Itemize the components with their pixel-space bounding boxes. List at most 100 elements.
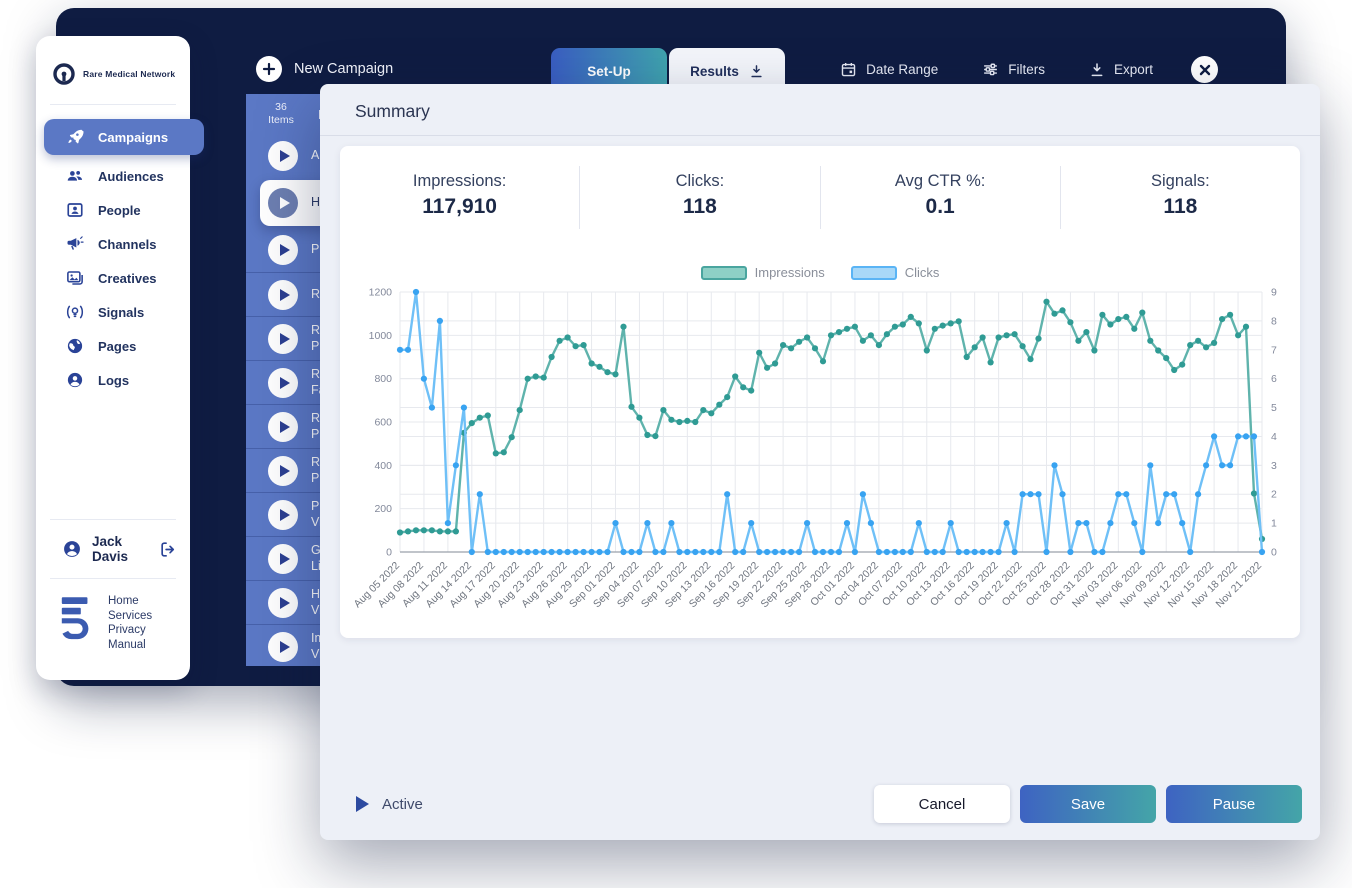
legend-label: Clicks bbox=[904, 265, 940, 280]
sliders-icon bbox=[984, 63, 998, 76]
sidebar-item-channels[interactable]: Channels bbox=[36, 227, 190, 261]
play-icon[interactable] bbox=[268, 188, 298, 218]
play-icon[interactable] bbox=[268, 587, 298, 618]
stat-value: 117,910 bbox=[422, 195, 497, 218]
date-range-button[interactable]: Date Range bbox=[840, 61, 938, 78]
summary-card: Impressions: 117,910 Clicks: 118 Avg CTR… bbox=[340, 146, 1300, 638]
sidebar-item-logs[interactable]: Logs bbox=[36, 363, 190, 397]
link-services[interactable]: Services bbox=[108, 609, 153, 622]
items-count-value: 36 bbox=[275, 101, 287, 114]
svg-text:0: 0 bbox=[1271, 547, 1277, 559]
sidebar-item-label: Channels bbox=[98, 236, 157, 252]
user-avatar-icon bbox=[64, 541, 80, 557]
save-button[interactable]: Save bbox=[1020, 785, 1156, 823]
legend-impressions: Impressions bbox=[700, 265, 825, 280]
link-privacy[interactable]: Privacy bbox=[108, 624, 146, 636]
play-icon[interactable] bbox=[268, 141, 298, 171]
sidebar-item-label: Logs bbox=[98, 372, 130, 388]
signal-lamp-icon bbox=[66, 305, 84, 319]
sidebar-item-label: Creatives bbox=[98, 270, 157, 286]
contact-card-icon bbox=[67, 203, 83, 217]
divider bbox=[50, 578, 176, 579]
play-icon[interactable] bbox=[268, 323, 298, 354]
logout-icon[interactable] bbox=[159, 540, 178, 559]
calendar-icon bbox=[841, 62, 856, 77]
stat-impressions: Impressions: 117,910 bbox=[340, 166, 579, 229]
sidebar-item-signals[interactable]: Signals bbox=[36, 295, 190, 329]
sidebar-item-campaigns[interactable]: Campaigns bbox=[44, 119, 204, 155]
stat-label: Avg CTR %: bbox=[894, 172, 986, 190]
play-icon[interactable] bbox=[268, 367, 298, 398]
tab-results-label: Results bbox=[690, 63, 739, 79]
link-manual[interactable]: Manual bbox=[108, 638, 146, 651]
play-icon[interactable] bbox=[268, 499, 298, 530]
sidebar-item-creatives[interactable]: Creatives bbox=[36, 261, 190, 295]
download-icon bbox=[1091, 62, 1103, 76]
megaphone-icon bbox=[67, 236, 84, 250]
footer-buttons: Cancel Save Pause bbox=[874, 785, 1302, 823]
close-button[interactable] bbox=[1191, 56, 1218, 83]
chart-legend: Impressions Clicks bbox=[340, 265, 1300, 280]
sidebar-item-label: People bbox=[98, 202, 141, 218]
filters-label: Filters bbox=[1008, 62, 1045, 77]
svg-text:7: 7 bbox=[1271, 344, 1277, 356]
play-icon[interactable] bbox=[268, 455, 298, 486]
svg-text:200: 200 bbox=[374, 503, 392, 515]
pause-button[interactable]: Pause bbox=[1166, 785, 1302, 823]
svg-text:4: 4 bbox=[1271, 431, 1277, 443]
brand: Rare Medical Network bbox=[36, 36, 190, 86]
sidebar-item-label: Campaigns bbox=[98, 129, 169, 145]
sidebar-item-label: Pages bbox=[98, 338, 137, 354]
divider bbox=[50, 104, 176, 105]
svg-text:2: 2 bbox=[1271, 489, 1277, 501]
cancel-button[interactable]: Cancel bbox=[874, 785, 1010, 823]
summary-modal: Summary Impressions: 117,910 Clicks: 118… bbox=[320, 84, 1320, 840]
sidebar-item-label: Audiences bbox=[98, 168, 164, 184]
legend-label: Impressions bbox=[754, 265, 825, 280]
svg-text:1: 1 bbox=[1271, 518, 1277, 530]
svg-text:400: 400 bbox=[374, 460, 392, 472]
stat-clicks: Clicks: 118 bbox=[579, 166, 819, 229]
svg-text:600: 600 bbox=[374, 417, 392, 429]
divider bbox=[50, 519, 176, 520]
user-name: Jack Davis bbox=[92, 534, 129, 564]
svg-text:0: 0 bbox=[386, 547, 392, 559]
stats-row: Impressions: 117,910 Clicks: 118 Avg CTR… bbox=[340, 166, 1300, 229]
modal-footer: Active Cancel Save Pause bbox=[320, 768, 1320, 840]
play-status-icon bbox=[356, 796, 369, 812]
globe-icon bbox=[67, 338, 83, 354]
play-icon[interactable] bbox=[268, 631, 298, 662]
filters-button[interactable]: Filters bbox=[982, 61, 1045, 78]
person-circle-icon bbox=[67, 372, 83, 388]
rocket-icon bbox=[68, 129, 84, 144]
tab-set-up-label: Set-Up bbox=[587, 63, 631, 79]
play-icon[interactable] bbox=[268, 235, 298, 265]
play-icon[interactable] bbox=[268, 279, 298, 310]
svg-text:6: 6 bbox=[1271, 373, 1277, 385]
new-campaign-button[interactable]: New Campaign bbox=[256, 56, 393, 82]
sidebar-item-label: Signals bbox=[98, 304, 145, 320]
user-row[interactable]: Jack Davis bbox=[36, 520, 190, 578]
items-count-label: Items bbox=[268, 114, 294, 126]
sidebar-item-pages[interactable]: Pages bbox=[36, 329, 190, 363]
status-label: Active bbox=[382, 795, 423, 813]
stat-signals: Signals: 118 bbox=[1059, 166, 1300, 229]
svg-text:3: 3 bbox=[1271, 460, 1277, 472]
play-icon[interactable] bbox=[268, 411, 298, 442]
items-count: 36 Items bbox=[260, 101, 302, 126]
svg-text:8: 8 bbox=[1271, 315, 1277, 327]
modal-title: Summary bbox=[355, 101, 430, 121]
sidebar-item-audiences[interactable]: Audiences bbox=[36, 159, 190, 193]
play-icon[interactable] bbox=[268, 543, 298, 574]
export-label: Export bbox=[1113, 62, 1153, 77]
svg-text:800: 800 bbox=[374, 373, 392, 385]
clicks-swatch bbox=[850, 265, 897, 280]
status-active: Active bbox=[356, 796, 423, 813]
export-button[interactable]: Export bbox=[1089, 62, 1153, 78]
stat-avg-ctr: Avg CTR %: 0.1 bbox=[819, 166, 1060, 229]
new-campaign-label: New Campaign bbox=[294, 61, 394, 77]
sidebar-item-people[interactable]: People bbox=[36, 193, 190, 227]
link-home[interactable]: Home bbox=[108, 595, 139, 607]
stat-label: Clicks: bbox=[675, 172, 725, 190]
